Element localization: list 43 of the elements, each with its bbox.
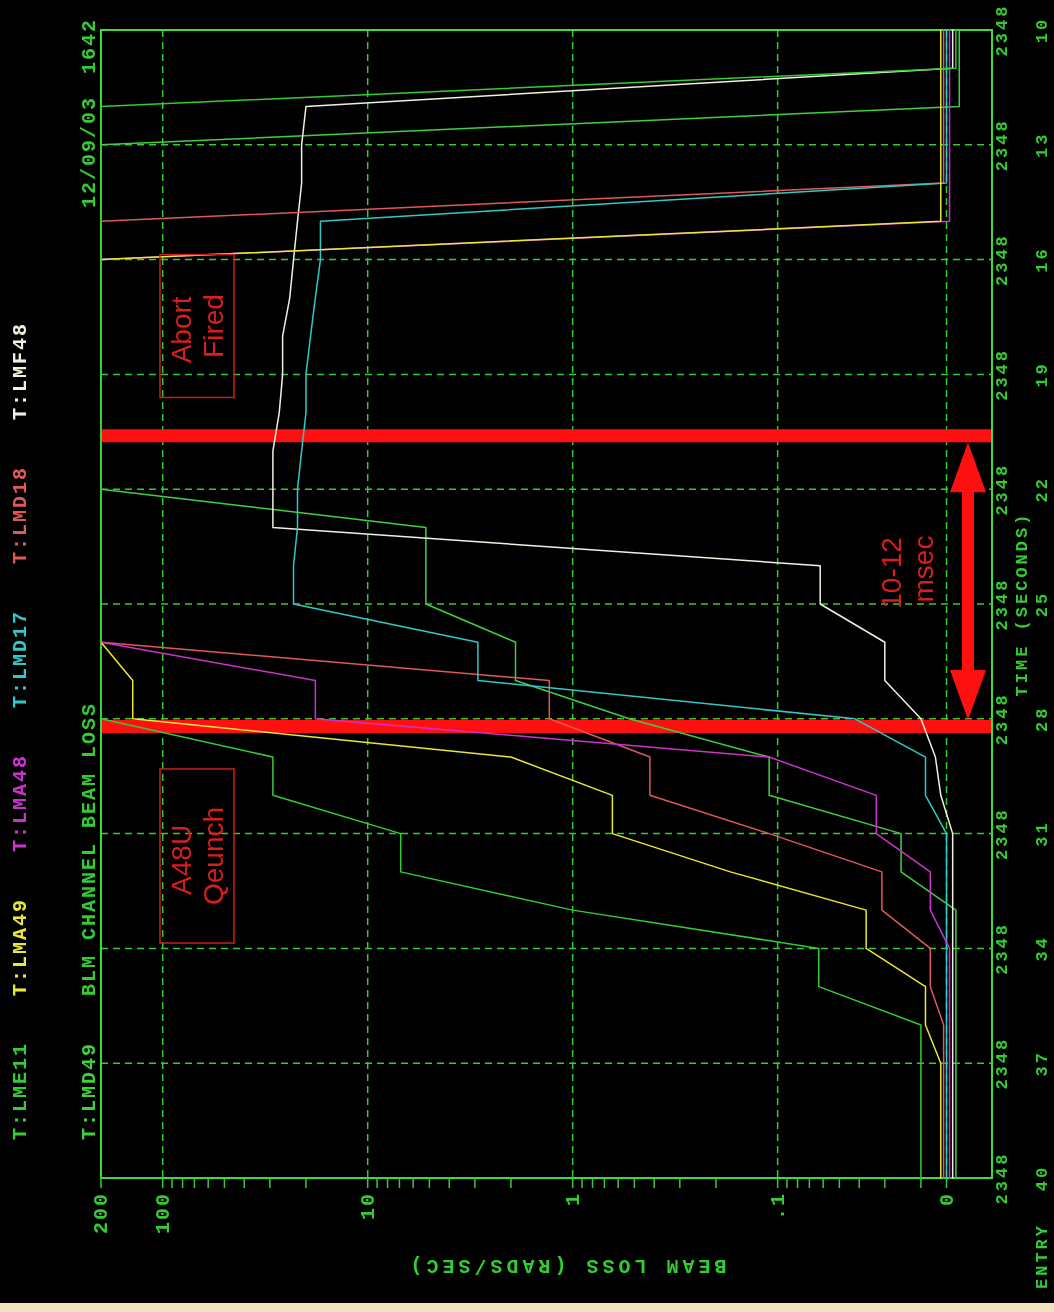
text: 2348 — [992, 462, 1012, 516]
text: T:LMD17 — [8, 609, 32, 708]
y-tick-label: 16 — [1032, 246, 1052, 273]
text: 2348 — [992, 921, 1012, 975]
text: T:LMA49 — [8, 897, 32, 996]
text: 2348 — [992, 807, 1012, 861]
y-tick-label: 37 — [1032, 1050, 1052, 1077]
text: 12/09/03 1642 — [77, 18, 101, 209]
y-tick-label: 22 — [1032, 476, 1052, 503]
x-tick-label: 0 — [935, 1192, 959, 1207]
x-tick-label: 10 — [356, 1192, 380, 1221]
y-tick-label: 40 — [1032, 1164, 1052, 1192]
text: T:LMD18 — [8, 465, 32, 564]
y-tick-label: 10 — [1032, 16, 1052, 44]
x-axis-title: BEAM LOSS (RADS/SEC) — [406, 1254, 727, 1278]
x-tick-label: 1 — [561, 1192, 585, 1207]
annotation: 10-12 msec — [875, 529, 939, 609]
x-tick-label: .1 — [766, 1192, 790, 1221]
y-tick-label: 31 — [1032, 820, 1052, 847]
y-tick-label: 19 — [1032, 361, 1052, 388]
y-tick-label: 25 — [1032, 590, 1052, 618]
text: 2348 — [992, 347, 1012, 401]
text: 2348 — [992, 233, 1012, 287]
text: T:LME11 — [8, 1041, 32, 1140]
text: 2348 — [992, 577, 1012, 631]
text: 2348 — [992, 118, 1012, 172]
text: 2348 — [992, 692, 1012, 746]
text: 2348 — [992, 1036, 1012, 1090]
text: ENTRY — [1032, 1223, 1052, 1290]
annotation: Abort Fired — [165, 288, 229, 364]
annotation: A48U Qeunch — [165, 806, 229, 906]
y-tick-label: 13 — [1032, 131, 1052, 158]
text: BLM CHANNEL BEAM LOSS — [77, 701, 101, 996]
text: T:LMF48 — [8, 321, 32, 420]
x-tick-label: 200 — [89, 1192, 113, 1235]
y-tick-label: 28 — [1032, 705, 1052, 732]
text: T:LMA48 — [8, 753, 32, 852]
x-tick-label: 100 — [151, 1192, 175, 1235]
text: 2348 — [992, 1151, 1012, 1205]
text: 2348 — [992, 3, 1012, 57]
y-axis-title: TIME (SECONDS) — [1012, 511, 1032, 697]
y-tick-label: 34 — [1032, 935, 1052, 962]
text: T:LMD49 — [77, 1041, 101, 1140]
